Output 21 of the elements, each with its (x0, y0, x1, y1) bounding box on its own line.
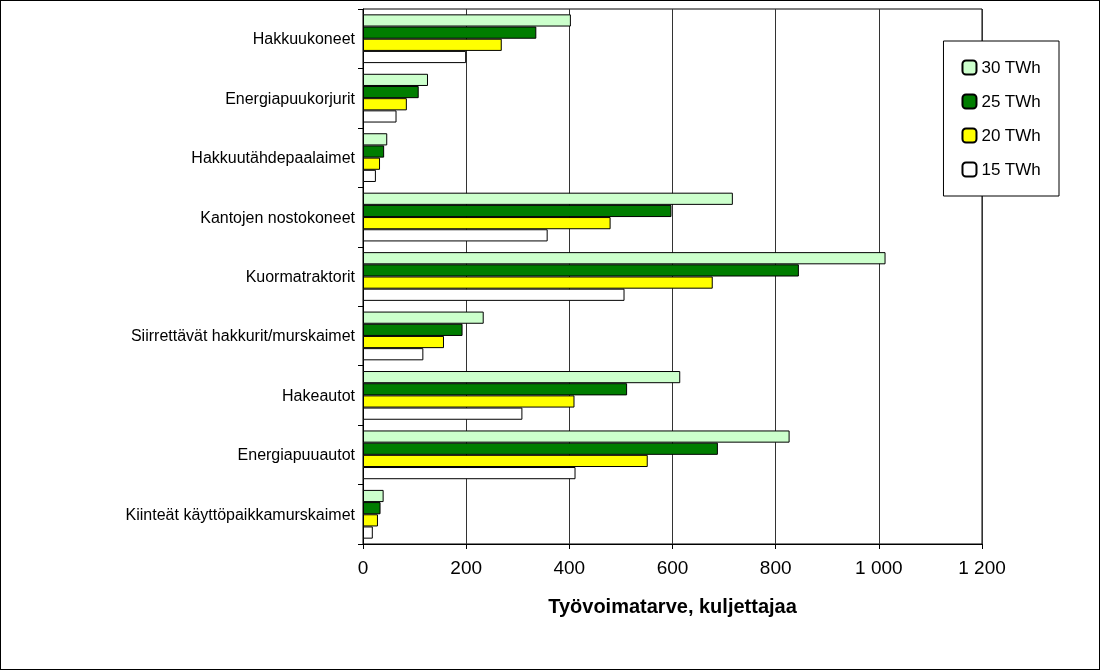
y-tick-label: Energiapuukorjurit (225, 89, 356, 107)
y-tick-label: Siirrettävät hakkurit/murskaimet (130, 327, 356, 345)
x-tick-label: 400 (553, 557, 586, 578)
y-tick-label: Hakeautot (282, 386, 356, 404)
y-tick-label: Hakkuukoneet (252, 30, 356, 48)
y-tick-label: Kuormatraktorit (245, 268, 356, 285)
legend-label: 20 TWh (981, 126, 1041, 145)
y-tick-label: Kantojen nostokoneet (200, 208, 356, 226)
y-tick-label: Kiinteät käyttöpaikkamurskaimet (125, 505, 356, 523)
x-tick-label: 600 (656, 557, 689, 578)
legend-label: 15 TWh (981, 160, 1041, 179)
legend-label: 25 TWh (981, 92, 1041, 111)
x-axis-title: Työvoimatarve, kuljettajaa (548, 595, 798, 617)
x-tick-label: 0 (357, 557, 369, 578)
x-tick-label: 1 200 (958, 557, 1006, 578)
y-tick-label: Hakkuutähdepaalaimet (191, 149, 356, 167)
x-tick-label: 800 (759, 557, 792, 578)
x-tick-label: 1 000 (855, 557, 903, 578)
x-tick-label: 200 (450, 557, 483, 578)
legend-label: 30 TWh (981, 58, 1041, 77)
y-tick-label: Energiapuuautot (237, 446, 356, 464)
